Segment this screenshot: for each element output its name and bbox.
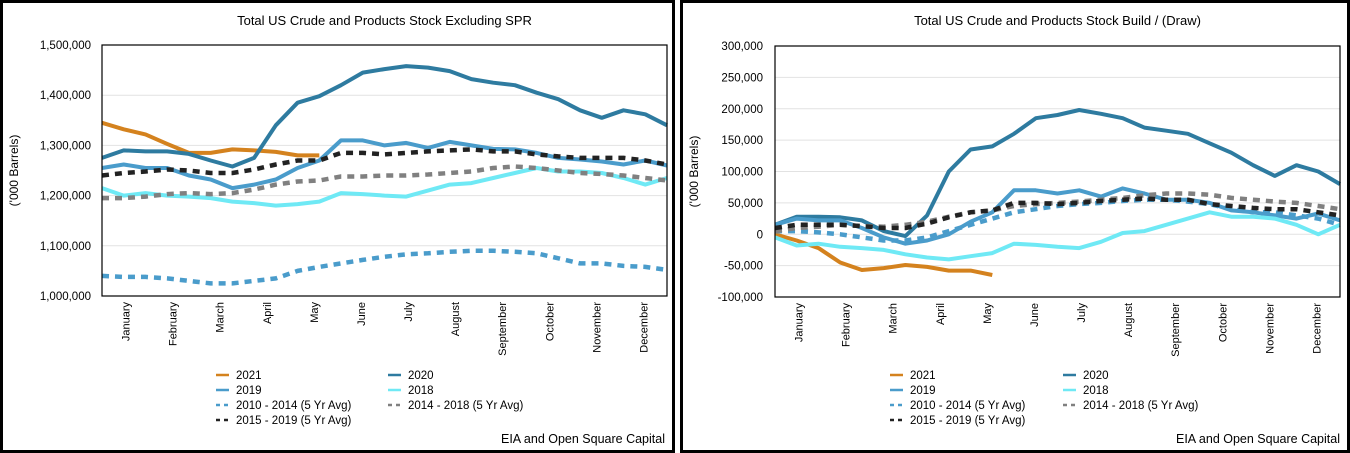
legend-item: 2014 - 2018 (5 Yr Avg)	[388, 400, 523, 412]
plot-area-border	[101, 44, 668, 297]
x-tick-label: July	[1076, 303, 1088, 323]
legend-item: 2015 - 2019 (5 Yr Avg)	[890, 415, 1025, 427]
y-tick-label: 150,000	[721, 135, 763, 147]
x-tick-label: December	[638, 302, 650, 353]
y-axis-label: ('000 Barrels)	[687, 136, 701, 208]
x-tick-label: August	[450, 302, 462, 336]
legend-label: 2014 - 2018 (5 Yr Avg)	[1083, 400, 1198, 412]
x-tick-label: October	[1217, 303, 1229, 342]
legend-label: 2021	[236, 370, 262, 382]
x-tick-label: June	[356, 302, 368, 326]
x-tick-label: February	[841, 303, 853, 348]
y-tick-label: -100,000	[718, 292, 763, 304]
x-tick-label: November	[1264, 303, 1276, 354]
y-tick-label: 1,500,000	[40, 40, 91, 52]
x-tick-label: January	[121, 302, 133, 342]
x-tick-label: July	[403, 302, 415, 322]
legend-item: 2021	[216, 370, 262, 382]
x-tick-label: September	[1170, 303, 1182, 357]
y-tick-label: 1,400,000	[40, 90, 91, 102]
stock-build-draw-chart-panel: Total US Crude and Products Stock Build …	[680, 0, 1350, 453]
x-tick-label: April	[935, 303, 947, 325]
y-tick-label: 50,000	[728, 198, 763, 210]
legend-item: 2015 - 2019 (5 Yr Avg)	[216, 415, 351, 427]
source-credit: EIA and Open Square Capital	[501, 432, 665, 446]
series-line-2015-2019-5-yr-avg-	[774, 196, 1341, 231]
x-tick-label: June	[1029, 303, 1041, 327]
chart-title: Total US Crude and Products Stock Exclud…	[237, 13, 532, 28]
x-tick-label: April	[262, 302, 274, 324]
stock-level-chart-panel: Total US Crude and Products Stock Exclud…	[0, 0, 675, 453]
series-line-2019	[774, 186, 1341, 246]
legend-label: 2014 - 2018 (5 Yr Avg)	[408, 400, 523, 412]
y-tick-label: 200,000	[721, 104, 763, 116]
y-tick-label: 1,100,000	[40, 241, 91, 253]
legend-item: 2019	[216, 385, 262, 397]
y-tick-label: 250,000	[721, 72, 763, 84]
series-line-2018	[774, 210, 1341, 262]
legend-item: 2018	[1063, 385, 1109, 397]
chart-title: Total US Crude and Products Stock Build …	[914, 13, 1201, 28]
x-tick-label: January	[794, 303, 806, 343]
series-line-2021	[101, 120, 320, 158]
legend-item: 2021	[890, 370, 936, 382]
series-line-2015-2019-5-yr-avg-	[101, 147, 668, 178]
source-credit: EIA and Open Square Capital	[1176, 432, 1340, 446]
legend-label: 2010 - 2014 (5 Yr Avg)	[236, 400, 351, 412]
y-tick-label: 0	[757, 229, 763, 241]
y-tick-label: 1,200,000	[40, 191, 91, 203]
x-tick-label: September	[497, 302, 509, 356]
series-line-2010-2014-5-yr-avg-	[101, 248, 668, 286]
x-tick-label: November	[591, 302, 603, 353]
y-tick-label: 300,000	[721, 41, 763, 53]
legend-item: 2019	[890, 385, 936, 397]
legend-label: 2019	[236, 385, 262, 397]
legend-item: 2020	[388, 370, 434, 382]
stock-level-chart: Total US Crude and Products Stock Exclud…	[7, 13, 668, 446]
x-tick-label: March	[888, 303, 900, 334]
x-tick-label: May	[309, 302, 321, 323]
plot-area-border	[774, 45, 1341, 298]
legend-item: 2018	[388, 385, 434, 397]
y-tick-label: 100,000	[721, 167, 763, 179]
y-tick-label: 1,000,000	[40, 291, 91, 303]
legend-item: 2020	[1063, 370, 1109, 382]
series-line-2019	[101, 138, 668, 191]
y-axis-label: ('000 Barrels)	[7, 135, 21, 207]
legend-label: 2020	[408, 370, 434, 382]
legend-label: 2010 - 2014 (5 Yr Avg)	[910, 400, 1025, 412]
legend-label: 2018	[1083, 385, 1109, 397]
legend-label: 2015 - 2019 (5 Yr Avg)	[236, 415, 351, 427]
stock-build-draw-chart: Total US Crude and Products Stock Build …	[687, 13, 1342, 446]
legend-label: 2020	[1083, 370, 1109, 382]
legend-item: 2010 - 2014 (5 Yr Avg)	[216, 400, 351, 412]
y-tick-label: 1,300,000	[40, 140, 91, 152]
legend-item: 2014 - 2018 (5 Yr Avg)	[1063, 400, 1198, 412]
legend-label: 2015 - 2019 (5 Yr Avg)	[910, 415, 1025, 427]
legend-label: 2021	[910, 370, 936, 382]
y-tick-label: -50,000	[724, 261, 763, 273]
series-line-2014-2018-5-yr-avg-	[102, 164, 668, 201]
x-tick-label: December	[1311, 303, 1323, 354]
x-tick-label: August	[1123, 303, 1135, 337]
legend-label: 2018	[408, 385, 434, 397]
x-tick-label: May	[982, 303, 994, 324]
x-tick-label: February	[168, 302, 180, 347]
x-tick-label: March	[215, 302, 227, 333]
series-line-2020	[774, 108, 1342, 239]
legend-label: 2019	[910, 385, 936, 397]
series-line-2020	[101, 64, 668, 169]
x-tick-label: October	[544, 302, 556, 341]
legend-item: 2010 - 2014 (5 Yr Avg)	[890, 400, 1025, 412]
